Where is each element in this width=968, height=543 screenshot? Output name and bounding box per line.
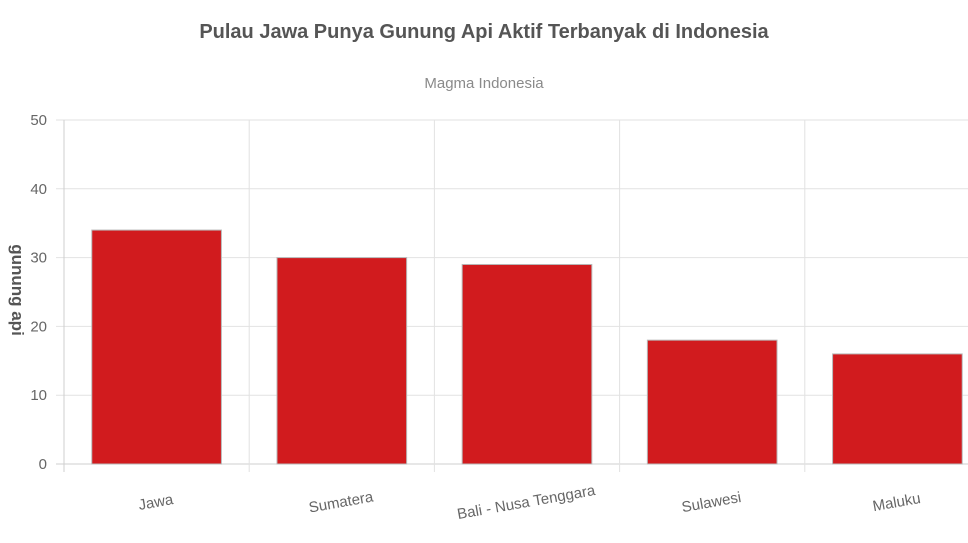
- bar-bali-nusa-tenggara[interactable]: [461, 263, 593, 465]
- bars-layer: [91, 229, 963, 465]
- chart-subtitle: Magma Indonesia: [424, 75, 544, 92]
- y-tick-label: 0: [39, 456, 47, 473]
- chart-title: Pulau Jawa Punya Gunung Api Aktif Terban…: [199, 21, 769, 43]
- bar-sulawesi[interactable]: [646, 339, 778, 465]
- y-axis-ticks: 0 10 20 30 40 50: [30, 112, 47, 473]
- x-tick-label: Bali - Nusa Tenggara: [456, 482, 597, 523]
- bar-sumatera[interactable]: [276, 257, 408, 465]
- x-tick-label: Sulawesi: [680, 489, 742, 516]
- y-tick-label: 40: [30, 181, 47, 198]
- y-tick-label: 50: [30, 112, 47, 129]
- y-tick-label: 10: [30, 387, 47, 404]
- y-axis-label: gunung api: [8, 244, 27, 336]
- y-tick-label: 20: [30, 318, 47, 335]
- bar-maluku[interactable]: [832, 353, 963, 465]
- x-tick-label: Maluku: [871, 490, 922, 515]
- x-axis-ticks: Jawa Sumatera Bali - Nusa Tenggara Sulawesi…: [137, 482, 922, 523]
- x-tick-label: Jawa: [137, 491, 175, 514]
- y-tick-label: 30: [30, 250, 47, 267]
- bar-jawa[interactable]: [91, 229, 222, 465]
- x-tick-label: Sumatera: [308, 488, 376, 516]
